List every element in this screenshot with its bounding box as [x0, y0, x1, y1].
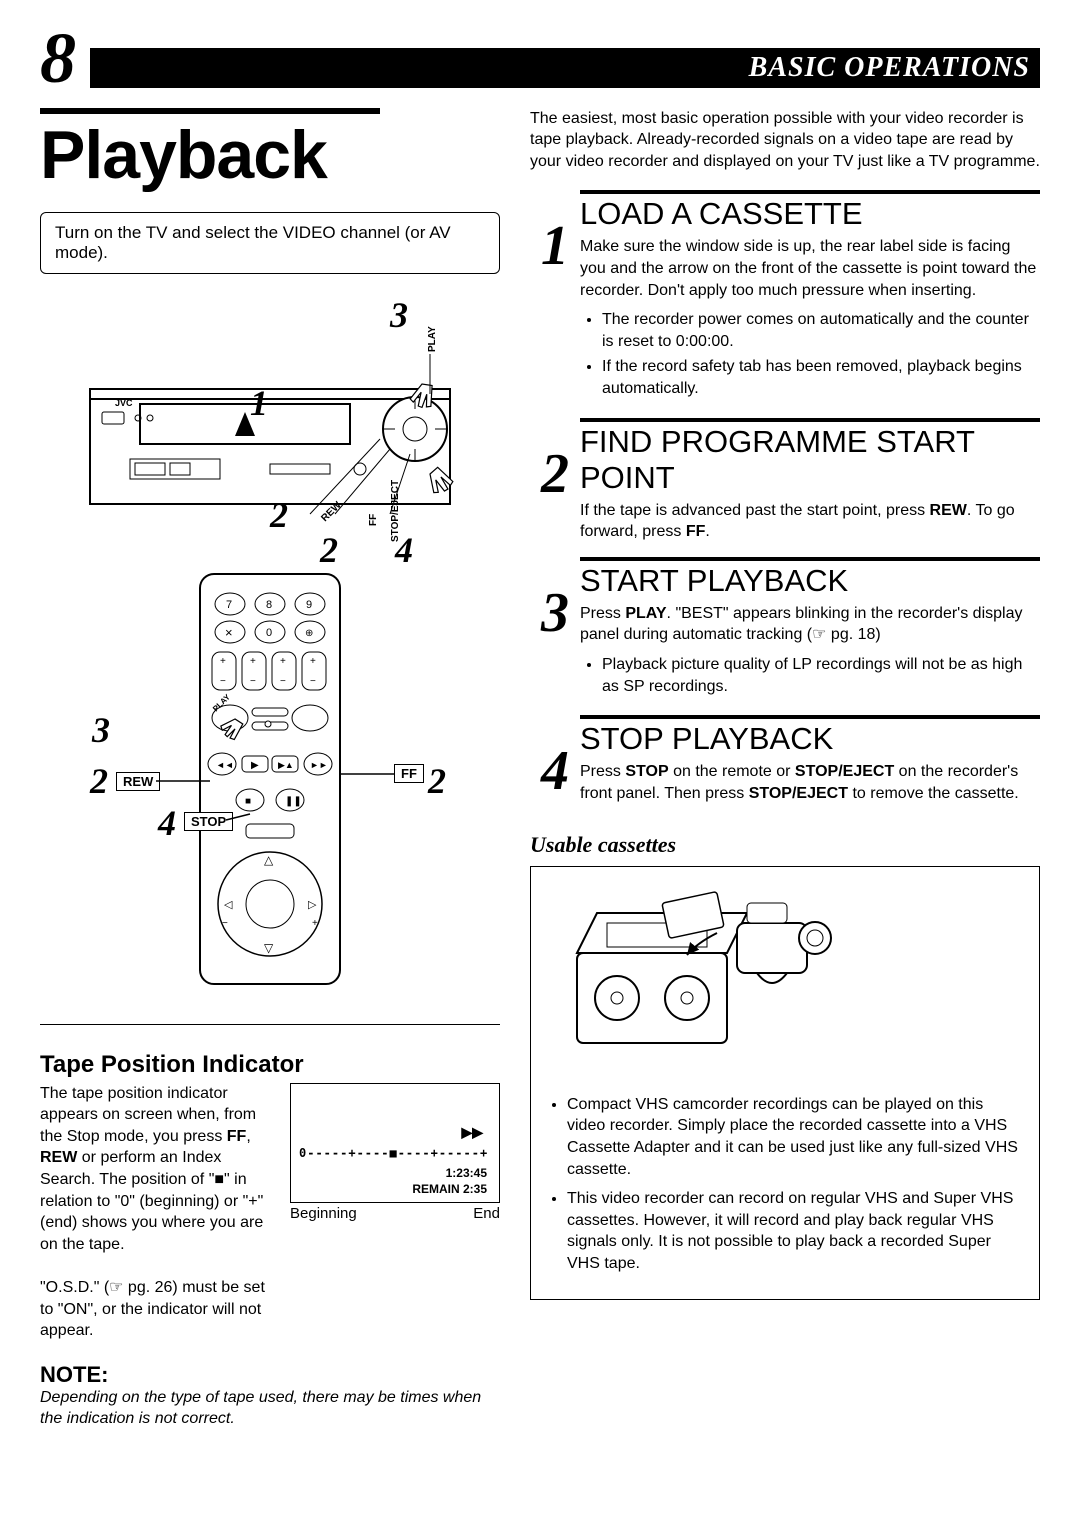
step-rule — [580, 715, 1040, 719]
step-number: 2 — [541, 452, 569, 497]
step-rule — [580, 190, 1040, 194]
svg-text:−: − — [250, 676, 256, 687]
svg-text:◁: ◁ — [224, 899, 233, 911]
tpi-rule-top — [40, 1024, 500, 1025]
svg-text:×: × — [225, 625, 233, 640]
title-rule — [40, 108, 380, 114]
info-box: Turn on the TV and select the VIDEO chan… — [40, 212, 500, 274]
svg-text:⊕: ⊕ — [305, 628, 313, 639]
step-rule — [580, 557, 1040, 561]
camcorder-diagram — [547, 883, 837, 1073]
callout-2a: 2 — [270, 494, 288, 536]
step-bullet: Playback picture quality of LP recording… — [602, 654, 1040, 697]
svg-text:+: + — [250, 656, 256, 667]
step-title: STOP PLAYBACK — [580, 721, 1040, 757]
step: 1 LOAD A CASSETTE Make sure the window sid… — [530, 190, 1040, 403]
tpi-end: End — [473, 1205, 500, 1222]
step-title: START PLAYBACK — [580, 563, 1040, 599]
page-header: 8 BASIC OPERATIONS — [40, 30, 1040, 88]
usable-title: Usable cassettes — [530, 832, 1040, 858]
tpi-counter: 1:23:45 — [446, 1166, 487, 1180]
connector-lines — [40, 754, 500, 854]
svg-text:△: △ — [264, 853, 274, 867]
step-bullet: If the record safety tab has been remove… — [602, 356, 1040, 399]
step-number: 1 — [541, 224, 569, 269]
step-rule — [580, 418, 1040, 422]
svg-text:−: − — [310, 676, 316, 687]
note-text: Depending on the type of tape used, ther… — [40, 1388, 500, 1430]
callout-1: 1 — [250, 382, 268, 424]
svg-text:8: 8 — [266, 599, 272, 611]
callout-2b: 2 — [320, 529, 338, 571]
step-bullet: The recorder power comes on automaticall… — [602, 309, 1040, 352]
step: 4 STOP PLAYBACK Press STOP on the remote o… — [530, 715, 1040, 804]
step-desc: Press PLAY. "BEST" appears blinking in t… — [580, 603, 1040, 646]
callout-3: 3 — [390, 294, 408, 336]
callout-4: 4 — [395, 529, 413, 571]
svg-text:+: + — [312, 918, 318, 929]
tpi-beginning: Beginning — [290, 1205, 357, 1222]
step: 3 START PLAYBACK Press PLAY. "BEST" appear… — [530, 557, 1040, 701]
usable-bullet: Compact VHS camcorder recordings can be … — [567, 1094, 1023, 1180]
svg-text:▽: ▽ — [264, 941, 274, 955]
remote-callout-3: 3 — [92, 709, 110, 751]
tpi-text2: "O.S.D." (☞ pg. 26) must be set to "ON",… — [40, 1279, 265, 1339]
tpi-text: The tape position indicator appears on s… — [40, 1083, 276, 1342]
tpi-title: Tape Position Indicator — [40, 1051, 500, 1079]
usable-bullet: This video recorder can record on regula… — [567, 1188, 1023, 1274]
usable-box: Compact VHS camcorder recordings can be … — [530, 866, 1040, 1299]
tpi-diagram: ▶▶ 0-----+----■----+-----+ 1:23:45 REMAI… — [290, 1083, 500, 1203]
page-number: 8 — [40, 30, 76, 88]
svg-text:−: − — [220, 676, 226, 687]
svg-text:0: 0 — [266, 627, 272, 639]
step-desc: If the tape is advanced past the start p… — [580, 500, 1040, 543]
diagram-area: JVC PLAY STOP/EJECT FF REW 3 — [40, 294, 500, 1014]
step-title: FIND PROGRAMME START POINT — [580, 424, 1040, 496]
page-title: Playback — [40, 116, 500, 194]
section-title-bar: BASIC OPERATIONS — [90, 48, 1040, 88]
step-title: LOAD A CASSETTE — [580, 196, 1040, 232]
step: 2FIND PROGRAMME START POINTIf the tape i… — [530, 418, 1040, 543]
svg-text:▷: ▷ — [308, 899, 317, 911]
tpi-remain: REMAIN 2:35 — [412, 1182, 487, 1196]
svg-text:−: − — [222, 918, 228, 929]
svg-text:9: 9 — [306, 599, 312, 611]
svg-text:JVC: JVC — [115, 398, 133, 408]
svg-text:+: + — [310, 656, 316, 667]
note-title: NOTE: — [40, 1362, 500, 1388]
svg-text:7: 7 — [226, 599, 232, 611]
step-desc: Make sure the window side is up, the rea… — [580, 236, 1040, 301]
svg-text:PLAY: PLAY — [427, 326, 438, 352]
step-number: 3 — [541, 591, 569, 636]
tpi-text1: The tape position indicator appears on s… — [40, 1085, 263, 1253]
intro-text: The easiest, most basic operation possib… — [530, 108, 1040, 173]
step-desc: Press STOP on the remote or STOP/EJECT o… — [580, 761, 1040, 804]
svg-text:−: − — [280, 676, 286, 687]
step-number: 4 — [541, 749, 569, 794]
svg-text:+: + — [220, 656, 226, 667]
svg-text:FF: FF — [368, 513, 379, 525]
svg-text:+: + — [280, 656, 286, 667]
tpi-axis-labels: Beginning End — [290, 1205, 500, 1222]
